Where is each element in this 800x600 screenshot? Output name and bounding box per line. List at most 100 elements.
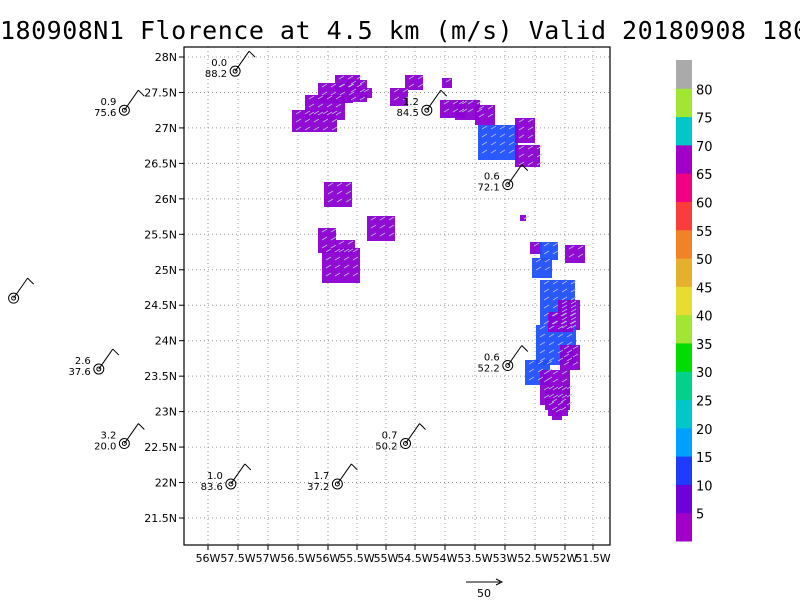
colorbar-swatch bbox=[676, 116, 692, 146]
wind-vector bbox=[338, 248, 345, 253]
x-tick-label: 53.5W bbox=[457, 552, 492, 565]
wind-vector bbox=[345, 198, 352, 203]
wind-vector bbox=[452, 100, 459, 105]
wind-vector bbox=[327, 190, 334, 195]
wind-vector bbox=[334, 272, 341, 277]
colorbar-swatch bbox=[676, 286, 692, 316]
x-tick-label: 54W bbox=[433, 552, 458, 565]
wind-vector bbox=[317, 95, 324, 100]
wind-vector bbox=[347, 75, 354, 80]
wind-vector bbox=[543, 280, 550, 285]
wind-vector bbox=[304, 126, 311, 131]
x-tick-label: 51.5W bbox=[575, 552, 610, 565]
y-tick-label: 21.5N bbox=[144, 512, 177, 525]
wind-vector bbox=[499, 141, 506, 146]
wind-speed-cell bbox=[548, 312, 573, 332]
wind-vector bbox=[537, 360, 544, 365]
y-tick-label: 22N bbox=[155, 477, 177, 490]
dropsonde-inner bbox=[334, 481, 340, 487]
y-tick-label: 26.5N bbox=[144, 157, 177, 170]
wind-vector bbox=[467, 108, 474, 113]
colorbar-label: 65 bbox=[696, 168, 713, 183]
dropsonde-bottom-value: 52.2 bbox=[477, 364, 499, 375]
wind-vector bbox=[527, 153, 534, 158]
wind-speed-cell bbox=[532, 258, 552, 278]
colorbar-label: 5 bbox=[696, 508, 704, 523]
wind-vector bbox=[557, 325, 564, 330]
wind-vector bbox=[518, 126, 525, 131]
wind-vector bbox=[552, 288, 559, 293]
wind-vector bbox=[352, 256, 359, 261]
wind-vector bbox=[561, 320, 568, 325]
colorbar-label: 70 bbox=[696, 140, 713, 155]
dropsonde-marker: 1.284.5 bbox=[397, 89, 448, 119]
dropsonde-bottom-value: 37.6 bbox=[69, 367, 91, 378]
wind-vector bbox=[566, 357, 573, 362]
colorbar-label: 50 bbox=[696, 253, 713, 268]
wind-vector bbox=[536, 153, 543, 158]
wind-vector bbox=[461, 108, 468, 113]
wind-vector bbox=[335, 103, 342, 108]
wind-speed-cell bbox=[552, 408, 562, 420]
wind-vector bbox=[570, 304, 577, 309]
wind-speed-cell bbox=[442, 78, 452, 88]
wind-vector bbox=[331, 118, 338, 123]
wind-vector bbox=[570, 296, 577, 301]
wind-vector bbox=[548, 357, 555, 362]
wind-vector bbox=[321, 228, 328, 233]
colorbar-swatch bbox=[676, 314, 692, 344]
wind-vector bbox=[402, 96, 409, 101]
wind-speed-cell bbox=[515, 145, 540, 167]
wind-vector bbox=[560, 312, 567, 317]
wind-vector bbox=[313, 126, 320, 131]
colorbar-label: 55 bbox=[696, 225, 713, 240]
wind-vector bbox=[527, 118, 534, 123]
wind-vector bbox=[527, 126, 534, 131]
wind-barb-flag bbox=[351, 463, 358, 471]
wind-vector bbox=[563, 361, 570, 366]
wind-vector bbox=[561, 304, 568, 309]
wind-vector bbox=[533, 242, 540, 247]
wind-vector bbox=[572, 361, 579, 366]
wind-vector bbox=[566, 325, 573, 330]
colorbar-label: 15 bbox=[696, 451, 713, 466]
colorbar-label: 30 bbox=[696, 366, 713, 381]
y-tick-label: 24N bbox=[155, 335, 177, 348]
wind-barb-flag bbox=[112, 348, 120, 356]
wind-vector bbox=[348, 83, 355, 88]
wind-vector bbox=[370, 216, 377, 221]
wind-vector bbox=[569, 312, 576, 317]
wind-vector bbox=[295, 126, 302, 131]
wind-vector bbox=[566, 333, 573, 338]
wind-speed-cell bbox=[367, 216, 395, 241]
colorbar-label: 10 bbox=[696, 479, 713, 494]
wind-speed-cell bbox=[520, 215, 526, 221]
wind-vector bbox=[560, 320, 567, 325]
wind-vector bbox=[295, 118, 302, 123]
dropsonde-top-value: 1.7 bbox=[313, 471, 329, 482]
wind-vector bbox=[317, 111, 324, 116]
wind-vector bbox=[543, 386, 550, 391]
wind-vector bbox=[308, 103, 315, 108]
dropsonde-inner bbox=[403, 441, 409, 447]
colorbar-swatch bbox=[676, 427, 692, 457]
wind-barb-flag bbox=[138, 423, 145, 430]
wind-vector bbox=[499, 125, 506, 130]
wind-vector bbox=[557, 341, 564, 346]
dropsonde-top-value: 2.6 bbox=[75, 356, 91, 367]
wind-vector bbox=[350, 88, 357, 93]
wind-vector bbox=[330, 83, 337, 88]
wind-vector bbox=[561, 324, 568, 329]
wind-vector bbox=[566, 401, 573, 406]
dropsonde-bottom-value: 20.0 bbox=[94, 442, 116, 453]
wind-vector bbox=[570, 288, 577, 293]
wind-vector bbox=[331, 126, 338, 131]
wind-vector bbox=[561, 288, 568, 293]
wind-vector bbox=[527, 134, 534, 139]
wind-vector bbox=[352, 272, 359, 277]
wind-vector bbox=[443, 108, 450, 113]
wind-vector bbox=[490, 125, 497, 130]
dropsonde-inner bbox=[228, 481, 234, 487]
wind-vector bbox=[518, 145, 525, 150]
wind-vector bbox=[326, 103, 333, 108]
